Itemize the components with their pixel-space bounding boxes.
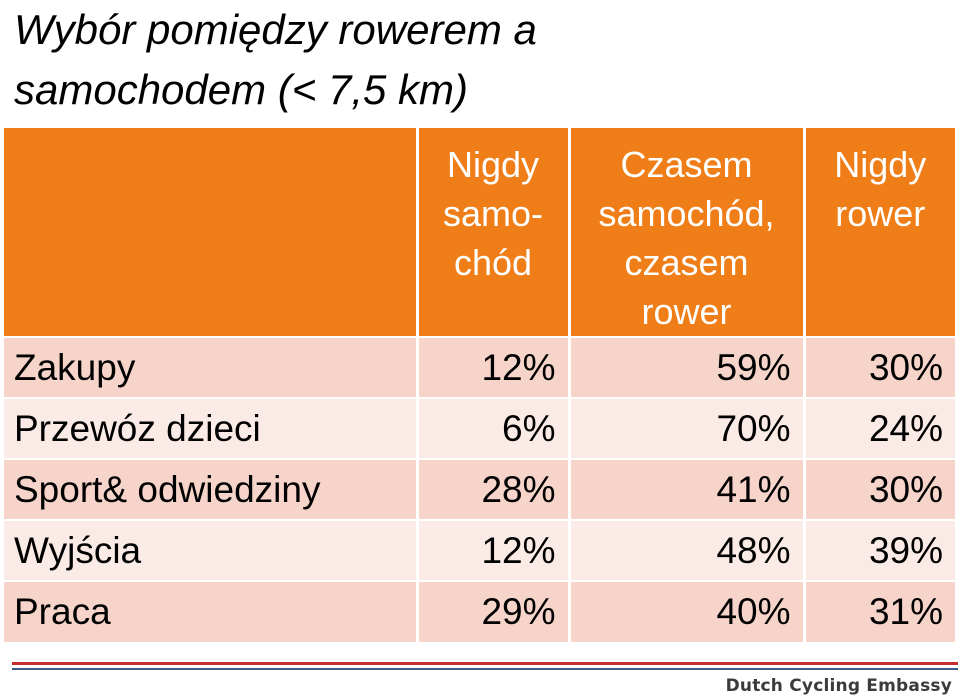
cell-sometimes: 59% [569,336,806,398]
header-line: czasem [624,242,749,283]
cell-never-car: 6% [417,397,571,459]
row-label: Przewóz dzieci [4,397,419,459]
cell-sometimes: 48% [569,519,806,581]
cell-never-bike: 30% [804,336,955,398]
cell-sometimes: 40% [569,580,806,642]
header-line: samochód, [598,193,775,234]
row-label: Praca [4,580,419,642]
table-row: Zakupy 12% 59% 30% [4,336,955,398]
brand-logo-text: Dutch Cycling Embassy [725,676,952,696]
header-line: rower [641,291,732,332]
table-row: Wyjścia 12% 48% 39% [4,519,955,581]
cell-never-bike: 24% [804,397,955,459]
header-line: chód [453,242,533,283]
cell-never-car: 28% [417,458,571,520]
cell-never-car: 12% [417,336,571,398]
table-row: Sport& odwiedziny 28% 41% 30% [4,458,955,520]
cell-sometimes: 41% [569,458,806,520]
slide-title-line-1: Wybór pomiędzy rowerem a [14,6,537,53]
header-line: Nigdy [834,144,927,185]
row-label: Wyjścia [4,519,419,581]
header-cell-sometimes: Czasem samochód, czasem rower [569,128,806,337]
slide-title-line-2: samochodem (< 7,5 km) [14,66,469,113]
table-row: Praca 29% 40% 31% [4,580,955,642]
footer-divider-blue [12,668,958,670]
header-cell-never-car: Nigdy samo- chód [417,128,571,337]
table-header-row: Nigdy samo- chód Czasem samochód, czasem… [4,128,955,337]
cell-never-bike: 31% [804,580,955,642]
header-cell-empty [4,128,419,337]
cell-never-car: 12% [417,519,571,581]
cell-never-bike: 30% [804,458,955,520]
header-line: rower [835,193,926,234]
slide-title: Wybór pomiędzy rowerem a samochodem (< 7… [14,0,914,120]
header-line: samo- [442,193,544,234]
header-line: Czasem [620,144,753,185]
survey-table: Nigdy samo- chód Czasem samochód, czasem… [4,128,955,642]
footer-divider-red [12,662,958,665]
header-line: Nigdy [446,144,540,185]
cell-never-bike: 39% [804,519,955,581]
cell-never-car: 29% [417,580,571,642]
row-label: Sport& odwiedziny [4,458,419,520]
table-row: Przewóz dzieci 6% 70% 24% [4,397,955,459]
header-cell-never-bike: Nigdy rower [804,128,955,337]
cell-sometimes: 70% [569,397,806,459]
row-label: Zakupy [4,336,419,398]
